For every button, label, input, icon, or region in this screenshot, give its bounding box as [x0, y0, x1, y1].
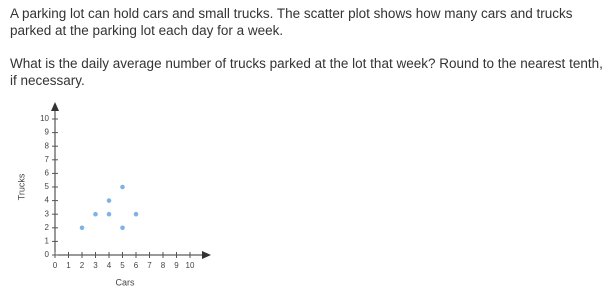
y-tick-label: 1: [45, 237, 50, 246]
x-axis-arrow: [202, 251, 211, 259]
point: [93, 211, 98, 217]
x-tick-label: 2: [80, 261, 85, 270]
y-tick-label: 2: [45, 223, 50, 232]
y-tick-label: 9: [45, 128, 50, 137]
x-tick-label: 8: [161, 261, 166, 270]
x-tick-label: 3: [93, 261, 98, 270]
x-tick-label: 0: [53, 261, 58, 270]
y-tick-label: 6: [45, 169, 50, 178]
y-tick-label: 4: [45, 196, 50, 205]
y-tick-label: 7: [45, 155, 50, 164]
point: [106, 198, 112, 203]
x-tick-label: 9: [174, 261, 179, 270]
point: [106, 211, 112, 217]
y-tick-label: 0: [45, 250, 50, 259]
point: [120, 225, 125, 231]
x-tick-label: 4: [107, 261, 112, 270]
point: [79, 225, 85, 231]
point: [120, 184, 125, 190]
x-axis-label: Cars: [115, 277, 135, 287]
question-prompt: What is the daily average number of truc…: [10, 56, 603, 88]
y-axis-label: Trucks: [16, 173, 26, 200]
x-tick-label: 1: [66, 261, 71, 270]
x-tick-label: 10: [186, 261, 195, 270]
y-tick-label: 3: [45, 209, 50, 218]
x-tick-label: 5: [120, 261, 125, 270]
point: [133, 211, 139, 217]
question-intro: A parking lot can hold cars and small tr…: [10, 6, 573, 38]
y-tick-label: 10: [40, 114, 49, 123]
y-tick-label: 8: [45, 141, 50, 150]
x-tick-label: 7: [147, 261, 152, 270]
y-tick-label: 5: [45, 182, 50, 191]
y-axis-arrow: [51, 102, 59, 111]
x-tick-label: 6: [134, 261, 139, 270]
